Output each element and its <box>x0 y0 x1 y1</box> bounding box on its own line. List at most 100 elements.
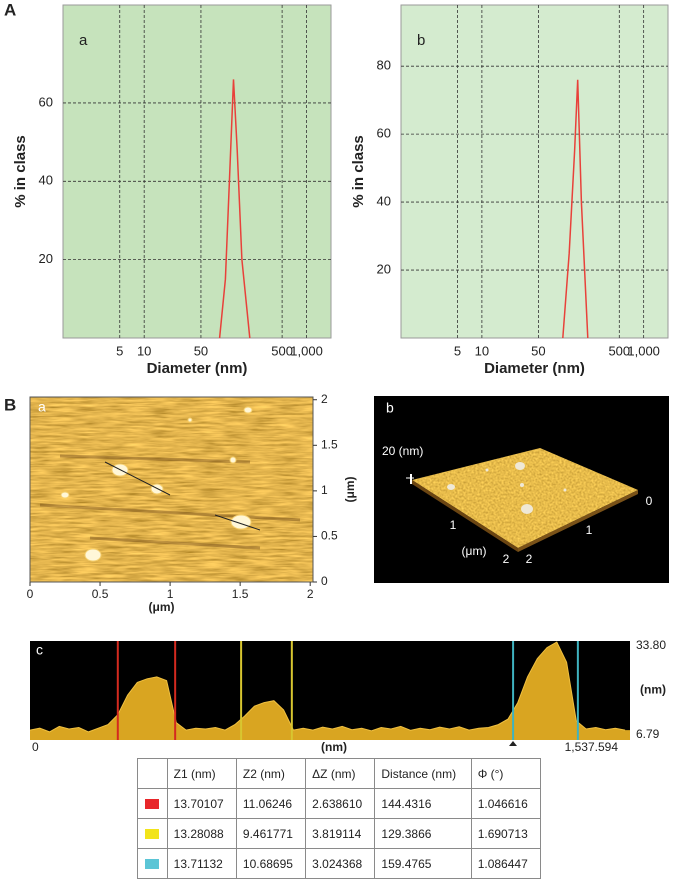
x-axis-label: Diameter (nm) <box>484 360 585 377</box>
x-tick-label: 1,537.594 <box>565 740 619 754</box>
plot-background <box>400 4 669 339</box>
cursor-marker <box>509 741 517 746</box>
header-cell: Z2 (nm) <box>235 758 307 789</box>
y-axis-label: % in class <box>350 135 367 208</box>
header-cell: Z1 (nm) <box>166 758 237 789</box>
x-tick-label: 5 <box>116 343 123 358</box>
y-axis-label: (μm) <box>343 476 357 502</box>
table-cell: 13.28088 <box>166 818 237 849</box>
particle <box>230 514 252 530</box>
scan-mark <box>104 461 171 496</box>
y-tick-label: 0.5 <box>321 529 338 543</box>
header-cell: Distance (nm) <box>374 758 472 789</box>
x-axis-label: (μm) <box>462 544 487 558</box>
table-cell: 13.70107 <box>166 788 237 819</box>
y-tick-label: 20 <box>39 251 53 266</box>
x-tick-label: 2 <box>503 552 510 566</box>
y-tick-label: 40 <box>377 194 391 209</box>
table-cell: 2.638610 <box>305 788 376 819</box>
data-line <box>562 79 589 339</box>
table-cell: 9.461771 <box>235 818 307 849</box>
particle <box>84 548 102 562</box>
panel-label: A <box>4 0 16 19</box>
streak <box>39 503 301 522</box>
y-tick-label: 1 <box>586 523 593 537</box>
profile-line <box>29 641 626 733</box>
particle <box>229 456 237 464</box>
x-axis-label: (nm) <box>321 740 347 754</box>
y-tick-label: 33.80 <box>636 638 666 652</box>
table-cell: 1.086447 <box>470 848 542 879</box>
x-tick-label: 5 <box>454 343 461 358</box>
table-cell: 3.024368 <box>305 848 376 879</box>
swatch-cell <box>137 788 168 819</box>
y-tick-label: 6.79 <box>636 727 660 741</box>
table-cell: 13.71132 <box>166 848 237 879</box>
chart-label: b <box>417 32 425 49</box>
color-swatch <box>145 858 160 869</box>
y-tick-label: 2 <box>526 552 533 566</box>
particle <box>243 406 253 414</box>
afm-image <box>30 397 313 582</box>
particle <box>521 504 533 514</box>
x-tick-label: 1 <box>167 587 174 601</box>
table-row: 13.70107 11.06246 2.638610 144.4316 1.046616 <box>137 788 542 819</box>
table-cell: 11.06246 <box>235 788 307 819</box>
chart-label: a <box>38 399 46 415</box>
x-tick-label: 0 <box>32 740 39 754</box>
y-tick-label: 40 <box>39 173 53 188</box>
swatch-cell <box>137 818 168 849</box>
particle <box>447 484 455 490</box>
data-line <box>218 79 251 339</box>
table-row: 13.71132 10.68695 3.024368 159.4765 1.086447 <box>137 848 542 879</box>
table-cell: 159.4765 <box>374 848 472 879</box>
y-tick-label: 0 <box>646 494 653 508</box>
plot-background <box>62 4 332 339</box>
header-cell: ΔZ (nm) <box>305 758 376 789</box>
x-tick-label: 1 <box>450 518 457 532</box>
table-cell: 1.046616 <box>470 788 542 819</box>
table-header: Z1 (nm) Z2 (nm) ΔZ (nm) Distance (nm) Φ … <box>137 758 542 789</box>
x-tick-label: 10 <box>475 343 489 358</box>
y-axis-label: (nm) <box>640 683 666 697</box>
table-cell: 1.690713 <box>470 818 542 849</box>
x-tick-label: 10 <box>137 343 151 358</box>
particle <box>563 488 567 492</box>
x-tick-label: 0.5 <box>92 587 109 601</box>
x-tick-label: 500 <box>608 343 630 358</box>
surface-side <box>518 490 638 552</box>
particle <box>515 462 525 470</box>
table-row: 13.28088 9.461771 3.819114 129.3866 1.690713 <box>137 818 542 849</box>
particle <box>60 491 70 499</box>
x-tick-label: 50 <box>194 343 208 358</box>
table-cell: 129.3866 <box>374 818 472 849</box>
header-cell: Φ (°) <box>470 758 542 789</box>
x-tick-label: 1,000 <box>290 343 323 358</box>
y-tick-label: 60 <box>39 94 53 109</box>
x-axis-label: Diameter (nm) <box>147 360 248 377</box>
y-tick-label: 80 <box>377 58 391 73</box>
z-axis-label: 20 (nm) <box>382 444 423 458</box>
table-cell: 144.4316 <box>374 788 472 819</box>
x-tick-label: 2 <box>307 587 314 601</box>
chart-label: a <box>79 32 88 49</box>
panel-label: B <box>4 395 16 414</box>
chart-label: c <box>36 642 43 658</box>
table-cell: 10.68695 <box>235 848 307 879</box>
x-tick-label: 500 <box>271 343 293 358</box>
streak <box>89 536 261 550</box>
y-axis-label: % in class <box>12 135 29 208</box>
y-tick-label: 60 <box>377 126 391 141</box>
y-tick-label: 0 <box>321 574 328 588</box>
scan-mark <box>214 514 261 531</box>
surface-side <box>412 480 518 552</box>
particle <box>485 468 489 472</box>
image-frame <box>29 396 314 583</box>
particle <box>520 483 524 487</box>
y-tick-label: 1 <box>321 483 328 497</box>
streak <box>59 454 251 464</box>
area-fill <box>30 642 630 740</box>
color-swatch <box>145 798 160 809</box>
